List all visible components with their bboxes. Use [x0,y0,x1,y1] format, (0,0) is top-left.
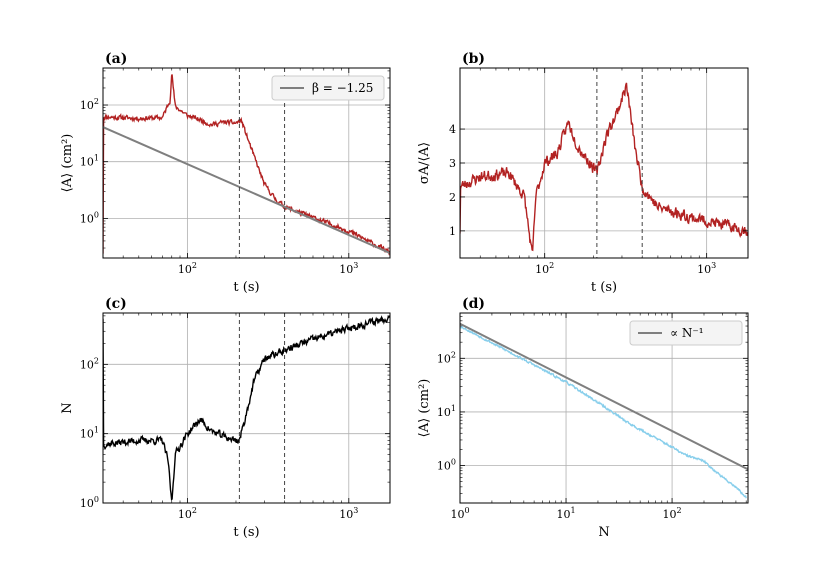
y-axis-label: ⟨A⟩ (cm²) [60,134,75,193]
y-tick-label: 3 [449,157,456,170]
y-tick-label: 102 [80,356,99,371]
legend-box [629,320,743,346]
panel-label: (a) [105,51,127,67]
y-tick-label: 102 [437,350,456,365]
x-axis-label: N [598,525,609,540]
y-tick-label: 101 [80,426,99,441]
data-series-line [460,82,748,252]
x-axis-label: t (s) [233,280,259,295]
panel-label: (c) [105,296,127,312]
x-tick-label: 103 [339,506,358,521]
x-tick-label: 102 [663,506,682,521]
panel-a: 102 103 100 101 102 t (s) ⟨A⟩ (cm²) (a) β = −1.2… [60,51,391,295]
y-axis-label: σA/⟨A⟩ [417,142,432,184]
y-axis-label: ⟨A⟩ (cm²) [417,379,432,438]
x-tick-label: 103 [339,261,358,276]
fit-line [460,322,748,471]
y-tick-label: 4 [449,123,456,136]
x-tick-label: 103 [697,261,716,276]
panel-label: (b) [462,51,485,67]
x-axis-label: t (s) [233,525,259,540]
x-tick-label: 102 [535,261,554,276]
legend-box [271,75,385,101]
panel-b: 102 103 1 2 3 4 t (s) σA/⟨A⟩ (b) [417,51,749,295]
y-tick-label: 2 [449,191,456,204]
panel-c: 102 103 100 101 102 t (s) N (c) [60,296,391,540]
axes-frame [459,312,749,504]
data-series-line [103,315,390,501]
y-tick-label: 101 [437,404,456,419]
y-tick-label: 1 [449,225,456,238]
y-tick-label: 102 [80,97,99,112]
legend: β = −1.25 [271,75,385,101]
x-tick-label: 102 [178,506,197,521]
x-tick-label: 100 [450,506,469,521]
y-tick-label: 101 [80,154,99,169]
x-tick-label: 101 [556,506,575,521]
axes-frame [102,312,391,504]
legend-label: β = −1.25 [312,81,373,95]
x-axis-label: t (s) [591,280,617,295]
panel-d: 100 101 102 100 101 102 N ⟨A⟩ (cm²) (d) ∝ N⁻¹ [417,296,749,540]
y-tick-label: 100 [80,210,99,225]
fit-line [103,126,390,255]
data-series-line [103,74,390,256]
x-tick-label: 102 [178,261,197,276]
legend-label: ∝ N⁻¹ [670,326,704,340]
data-series-line [460,326,747,499]
y-tick-label: 100 [80,495,99,510]
legend: ∝ N⁻¹ [629,320,743,346]
y-axis-label: N [60,402,75,413]
axes-frame [102,67,391,259]
y-tick-label: 100 [437,458,456,473]
panel-label: (d) [462,296,485,312]
